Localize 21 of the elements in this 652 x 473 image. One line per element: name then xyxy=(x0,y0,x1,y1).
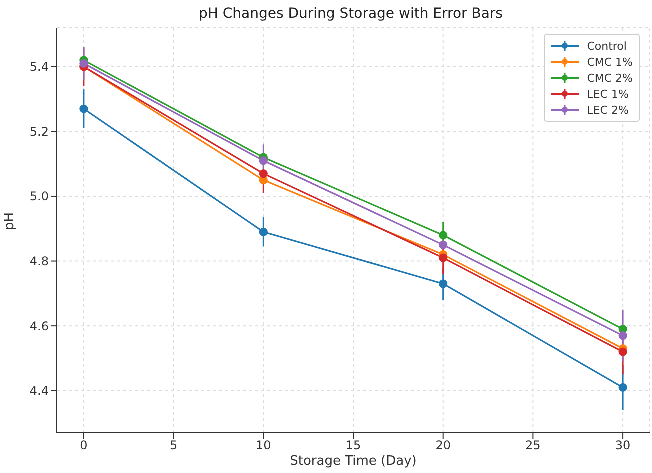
y-tick-label: 4.8 xyxy=(30,254,49,269)
x-tick-label: 25 xyxy=(526,438,541,453)
x-axis-title: Storage Time (Day) xyxy=(290,454,417,469)
y-tick-label: 5.4 xyxy=(30,60,49,74)
legend-label: CMC 1% xyxy=(587,56,633,68)
y-tick-label: 4.6 xyxy=(30,319,49,334)
x-tick-label: 5 xyxy=(170,438,178,453)
y-axis-title: pH xyxy=(2,212,18,230)
legend-label: CMC 2% xyxy=(587,72,633,84)
x-tick-label: 30 xyxy=(615,438,631,453)
legend-label: LEC 1% xyxy=(587,88,629,100)
x-tick-label: 20 xyxy=(436,438,451,453)
y-tick-label: 5.2 xyxy=(30,124,49,139)
legend-label: Control xyxy=(587,40,627,52)
legend-label: LEC 2% xyxy=(587,104,629,116)
y-tick-label: 5.0 xyxy=(30,190,49,204)
x-tick-label: 10 xyxy=(256,438,272,453)
y-tick-label: 4.4 xyxy=(30,384,49,398)
x-tick-label: 15 xyxy=(346,438,362,453)
x-tick-label: 0 xyxy=(80,438,88,453)
chart-title: pH Changes During Storage with Error Bars xyxy=(198,6,504,22)
